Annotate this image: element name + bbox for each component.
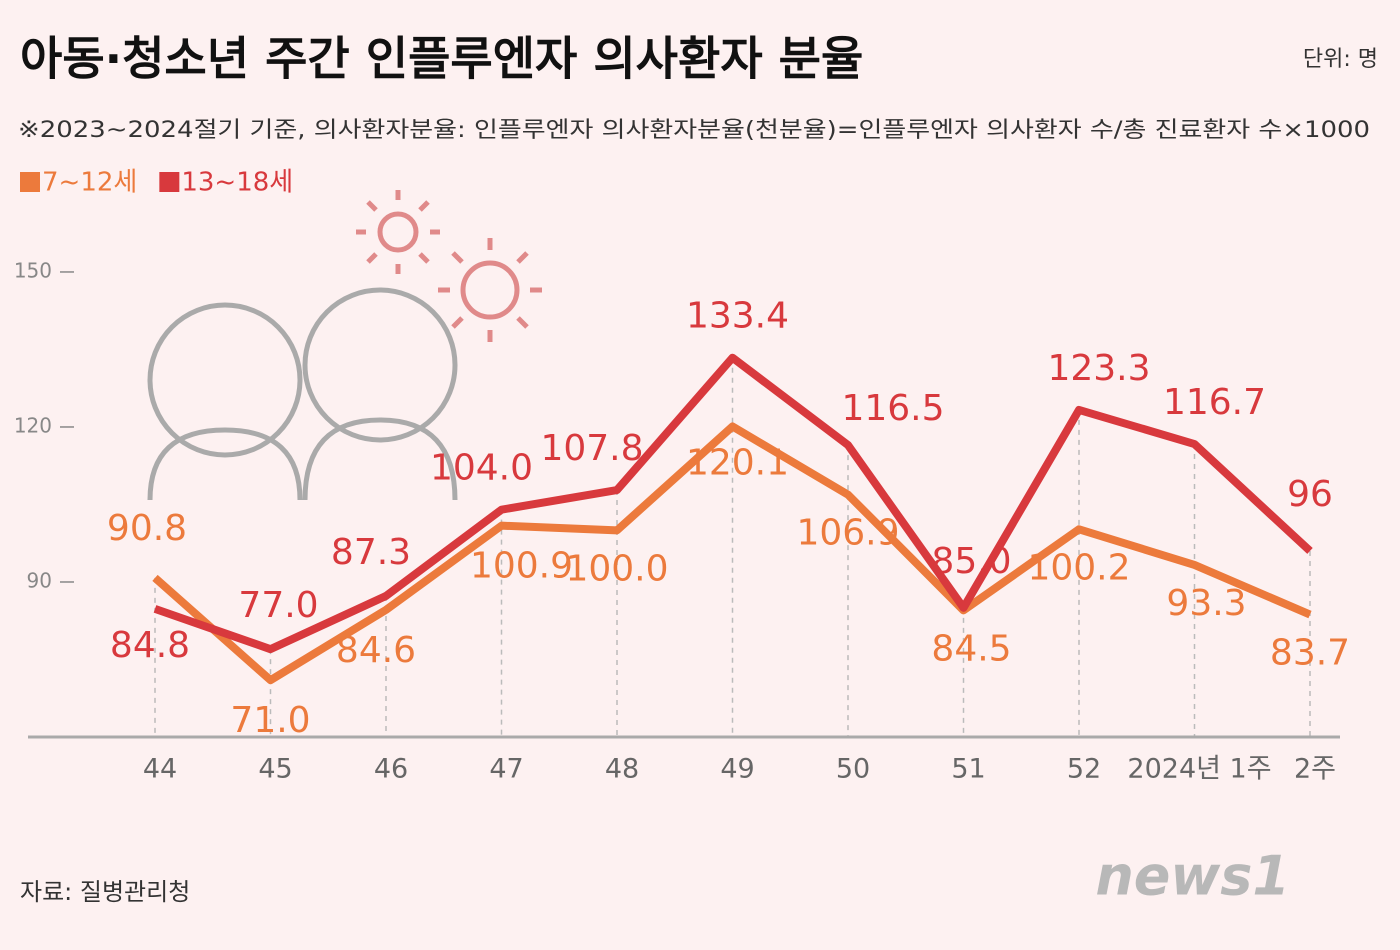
data-label: 116.5	[841, 388, 944, 429]
subtitle: ※2023~2024절기 기준, 의사환자분율: 인플루엔자 의사환자분율(천분…	[18, 118, 1370, 143]
x-tick-label: 47	[489, 754, 523, 785]
series-line	[153, 353, 1313, 654]
x-tick-label: 2주	[1294, 754, 1336, 785]
virus-icons	[356, 190, 542, 342]
y-tick-label: 120	[14, 413, 52, 437]
data-label: 123.3	[1047, 348, 1150, 389]
chart-title: 아동·청소년 주간 인플루엔자 의사환자 분율	[20, 32, 863, 86]
logo: news1	[1095, 845, 1290, 908]
child-face	[302, 287, 458, 443]
child-body	[147, 427, 303, 501]
x-tick-label: 48	[605, 754, 639, 785]
data-label: 84.8	[110, 625, 190, 666]
data-label: 71.0	[230, 700, 310, 741]
data-label: 84.6	[336, 630, 416, 671]
x-tick-label: 44	[143, 754, 177, 785]
data-label: 85.0	[931, 541, 1011, 582]
legend-label: 13~18세	[181, 168, 293, 198]
x-tick-label: 45	[258, 754, 292, 785]
data-label: 100.9	[470, 546, 573, 587]
data-label: 106.9	[796, 513, 899, 554]
illustration	[147, 287, 458, 501]
x-tick-label: 51	[951, 754, 985, 785]
x-tick-label: 50	[836, 754, 870, 785]
y-tick-label: 150	[14, 258, 52, 282]
data-label: 100.0	[565, 548, 668, 589]
x-tick-label: 52	[1067, 754, 1101, 785]
data-label: 116.7	[1163, 382, 1266, 423]
data-label: 83.7	[1270, 633, 1350, 674]
virus-spikes	[438, 238, 542, 342]
data-label: 77.0	[238, 585, 318, 626]
legend-swatch	[20, 172, 40, 192]
data-label: 133.4	[686, 296, 789, 337]
x-tick-label: 2024년 1주	[1127, 754, 1271, 785]
series-line	[152, 422, 1312, 685]
data-label: 90.8	[107, 508, 187, 549]
child-body	[302, 417, 458, 501]
data-label: 87.3	[331, 532, 411, 573]
legend-swatch	[159, 172, 180, 192]
data-label: 93.3	[1166, 583, 1246, 624]
virus	[460, 260, 520, 320]
virus-spikes	[356, 190, 440, 274]
unit: 단위: 명	[1303, 47, 1378, 72]
data-label: 96	[1287, 474, 1333, 515]
data-label: 120.1	[686, 442, 789, 483]
child-face	[147, 302, 303, 458]
source: 자료: 질병관리청	[20, 878, 190, 906]
data-label: 84.5	[931, 628, 1011, 669]
virus	[377, 211, 419, 253]
data-label: 100.2	[1027, 547, 1130, 588]
x-tick-label: 49	[720, 754, 754, 785]
legend-label: 7~12세	[42, 168, 137, 198]
x-tick-label: 46	[374, 754, 408, 785]
data-label: 107.8	[540, 428, 643, 469]
data-label: 104.0	[430, 448, 533, 489]
y-tick-label: 90	[27, 568, 52, 592]
